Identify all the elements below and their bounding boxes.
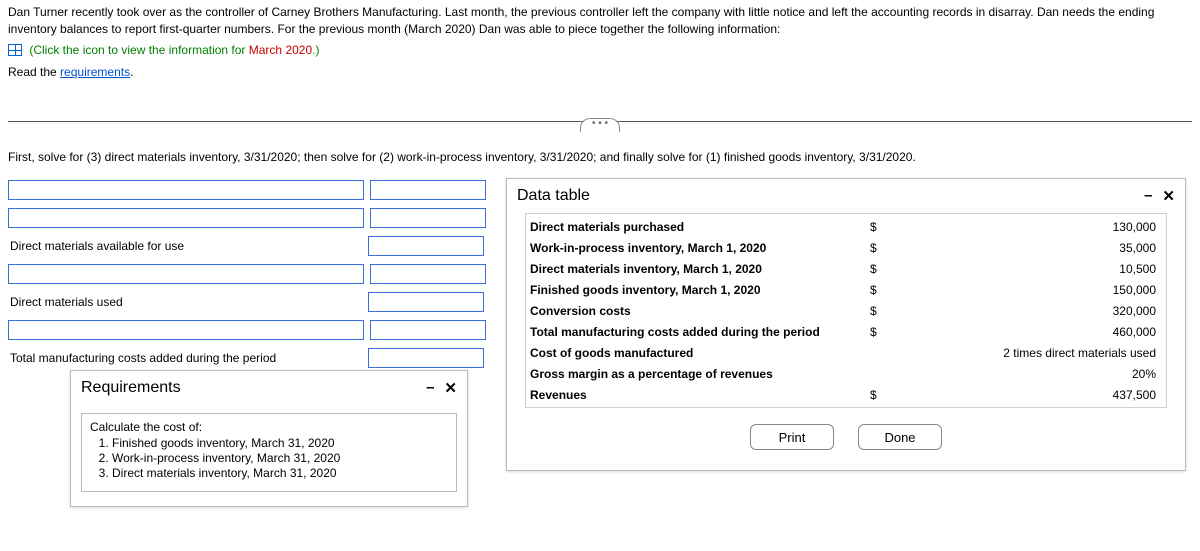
read-prefix: Read the bbox=[8, 65, 60, 79]
data-row-currency: $ bbox=[870, 388, 890, 402]
data-table-row: Direct materials inventory, March 1, 202… bbox=[530, 258, 1162, 279]
data-row-currency: $ bbox=[870, 283, 890, 297]
data-row-label: Cost of goods manufactured bbox=[530, 346, 870, 360]
minimize-icon[interactable]: – bbox=[426, 379, 434, 397]
data-row-value: 2 times direct materials used bbox=[890, 346, 1162, 360]
solve-instruction: First, solve for (3) direct materials in… bbox=[8, 150, 1192, 164]
worksheet-amount-input[interactable] bbox=[370, 208, 486, 228]
worksheet-label-input[interactable] bbox=[8, 264, 364, 284]
requirements-list: Finished goods inventory, March 31, 2020… bbox=[90, 436, 448, 480]
data-row-currency: $ bbox=[870, 325, 890, 339]
data-row-currency: $ bbox=[870, 262, 890, 276]
requirement-item: Work-in-process inventory, March 31, 202… bbox=[112, 451, 448, 465]
requirement-item: Finished goods inventory, March 31, 2020 bbox=[112, 436, 448, 450]
data-table-dialog: Data table – ✕ Direct materials purchase… bbox=[506, 178, 1186, 471]
data-row-value: 460,000 bbox=[890, 325, 1162, 339]
click-month: March 2020 bbox=[249, 43, 312, 57]
data-table-grid: Direct materials purchased$130,000Work-i… bbox=[525, 213, 1167, 408]
data-table-row: Total manufacturing costs added during t… bbox=[530, 321, 1162, 342]
print-button[interactable]: Print bbox=[750, 424, 834, 450]
table-icon[interactable] bbox=[8, 44, 22, 56]
data-table-row: Direct materials purchased$130,000 bbox=[530, 216, 1162, 237]
requirements-title: Requirements bbox=[81, 379, 181, 397]
data-table-row: Finished goods inventory, March 1, 2020$… bbox=[530, 279, 1162, 300]
data-table-row: Work-in-process inventory, March 1, 2020… bbox=[530, 237, 1162, 258]
data-table-title: Data table bbox=[517, 187, 590, 205]
worksheet-amount-input[interactable] bbox=[370, 320, 486, 340]
close-icon[interactable]: ✕ bbox=[1162, 187, 1175, 205]
worksheet: Direct materials available for use Direct… bbox=[8, 178, 498, 370]
worksheet-amount-input[interactable] bbox=[368, 236, 484, 256]
worksheet-label-input[interactable] bbox=[8, 180, 364, 200]
data-row-label: Direct materials purchased bbox=[530, 220, 870, 234]
worksheet-label: Direct materials used bbox=[8, 295, 368, 309]
data-table-row: Conversion costs$320,000 bbox=[530, 300, 1162, 321]
requirements-heading: Calculate the cost of: bbox=[90, 420, 448, 434]
data-table-row: Revenues$437,500 bbox=[530, 384, 1162, 405]
click-suffix: .) bbox=[312, 43, 319, 57]
data-row-value: 35,000 bbox=[890, 241, 1162, 255]
intro-paragraph: Dan Turner recently took over as the con… bbox=[8, 4, 1192, 38]
worksheet-amount-input[interactable] bbox=[370, 180, 486, 200]
data-row-currency: $ bbox=[870, 241, 890, 255]
worksheet-label-input[interactable] bbox=[8, 208, 364, 228]
data-row-value: 150,000 bbox=[890, 283, 1162, 297]
done-button[interactable]: Done bbox=[858, 424, 942, 450]
worksheet-amount-input[interactable] bbox=[368, 348, 484, 368]
data-row-label: Direct materials inventory, March 1, 202… bbox=[530, 262, 870, 276]
data-table-row: Cost of goods manufactured 2 times direct… bbox=[530, 342, 1162, 363]
data-row-label: Gross margin as a percentage of revenues bbox=[530, 367, 870, 381]
data-row-label: Conversion costs bbox=[530, 304, 870, 318]
worksheet-label: Total manufacturing costs added during t… bbox=[8, 351, 368, 365]
close-icon[interactable]: ✕ bbox=[444, 379, 457, 397]
read-suffix: . bbox=[130, 65, 133, 79]
data-row-value: 20% bbox=[890, 367, 1162, 381]
data-row-label: Total manufacturing costs added during t… bbox=[530, 325, 870, 339]
requirements-dialog: Requirements – ✕ Calculate the cost of: … bbox=[70, 370, 468, 507]
data-row-value: 437,500 bbox=[890, 388, 1162, 402]
worksheet-label-input[interactable] bbox=[8, 320, 364, 340]
data-row-value: 130,000 bbox=[890, 220, 1162, 234]
requirement-item: Direct materials inventory, March 31, 20… bbox=[112, 466, 448, 480]
requirements-link[interactable]: requirements bbox=[60, 65, 130, 79]
data-row-label: Revenues bbox=[530, 388, 870, 402]
worksheet-amount-input[interactable] bbox=[368, 292, 484, 312]
data-row-value: 10,500 bbox=[890, 262, 1162, 276]
data-table-row: Gross margin as a percentage of revenues… bbox=[530, 363, 1162, 384]
data-row-currency: $ bbox=[870, 220, 890, 234]
data-row-label: Finished goods inventory, March 1, 2020 bbox=[530, 283, 870, 297]
worksheet-amount-input[interactable] bbox=[370, 264, 486, 284]
click-prefix: (Click the icon to view the information … bbox=[29, 43, 248, 57]
click-info-text: (Click the icon to view the information … bbox=[29, 43, 319, 57]
data-row-value: 320,000 bbox=[890, 304, 1162, 318]
minimize-icon[interactable]: – bbox=[1144, 187, 1152, 205]
overflow-handle[interactable]: • • • bbox=[580, 118, 620, 132]
data-row-currency: $ bbox=[870, 304, 890, 318]
worksheet-label: Direct materials available for use bbox=[8, 239, 368, 253]
data-row-label: Work-in-process inventory, March 1, 2020 bbox=[530, 241, 870, 255]
